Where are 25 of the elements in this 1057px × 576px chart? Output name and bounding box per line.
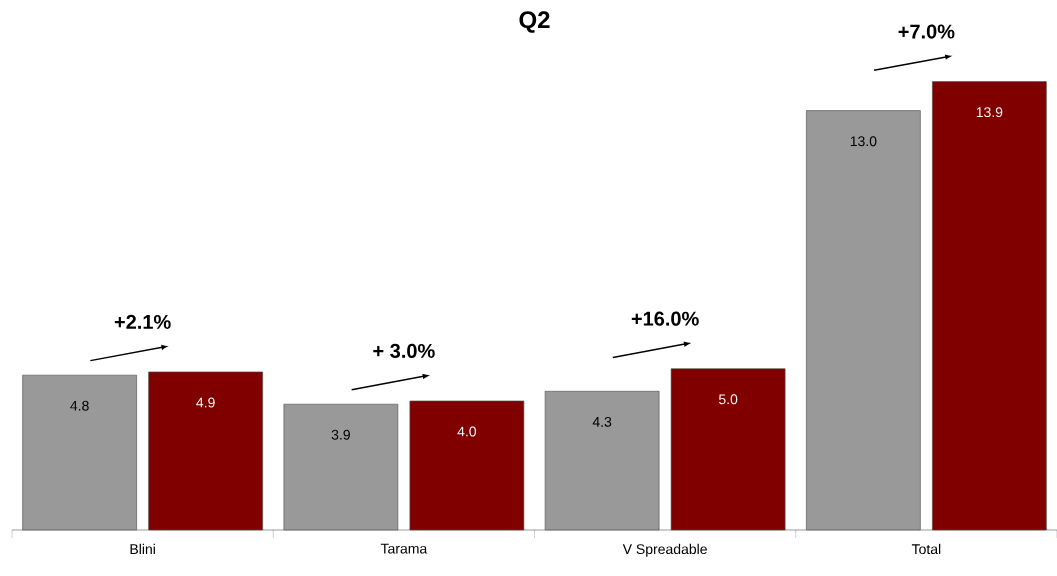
data-label: 4.0 [457, 426, 477, 437]
chart-title: Q2 [519, 11, 550, 33]
data-label: 13.0 [850, 136, 877, 147]
annotation: +16.0% [631, 311, 699, 326]
bar [544, 390, 660, 531]
bar [22, 374, 137, 531]
data-label: 3.9 [331, 429, 350, 440]
bar [283, 403, 399, 531]
bar [148, 371, 263, 531]
data-label: 4.9 [196, 397, 215, 408]
bar [932, 81, 1047, 531]
x-tick-label: Tarama [380, 543, 428, 554]
annotation: + 3.0% [373, 343, 435, 359]
x-tick-label: Blini [130, 543, 155, 554]
annotation: +2.1% [114, 314, 171, 329]
bar [806, 110, 921, 531]
data-label: 4.3 [592, 416, 612, 427]
text: +7.0% [898, 24, 955, 39]
bar [409, 400, 525, 531]
bar [670, 368, 786, 531]
data-label: 4.8 [70, 400, 89, 411]
x-tick-label: Total [911, 543, 941, 555]
x-tick-label: V Spreadable [622, 543, 707, 557]
data-label: 5.0 [718, 394, 738, 405]
data-label: 13.9 [976, 107, 1003, 118]
